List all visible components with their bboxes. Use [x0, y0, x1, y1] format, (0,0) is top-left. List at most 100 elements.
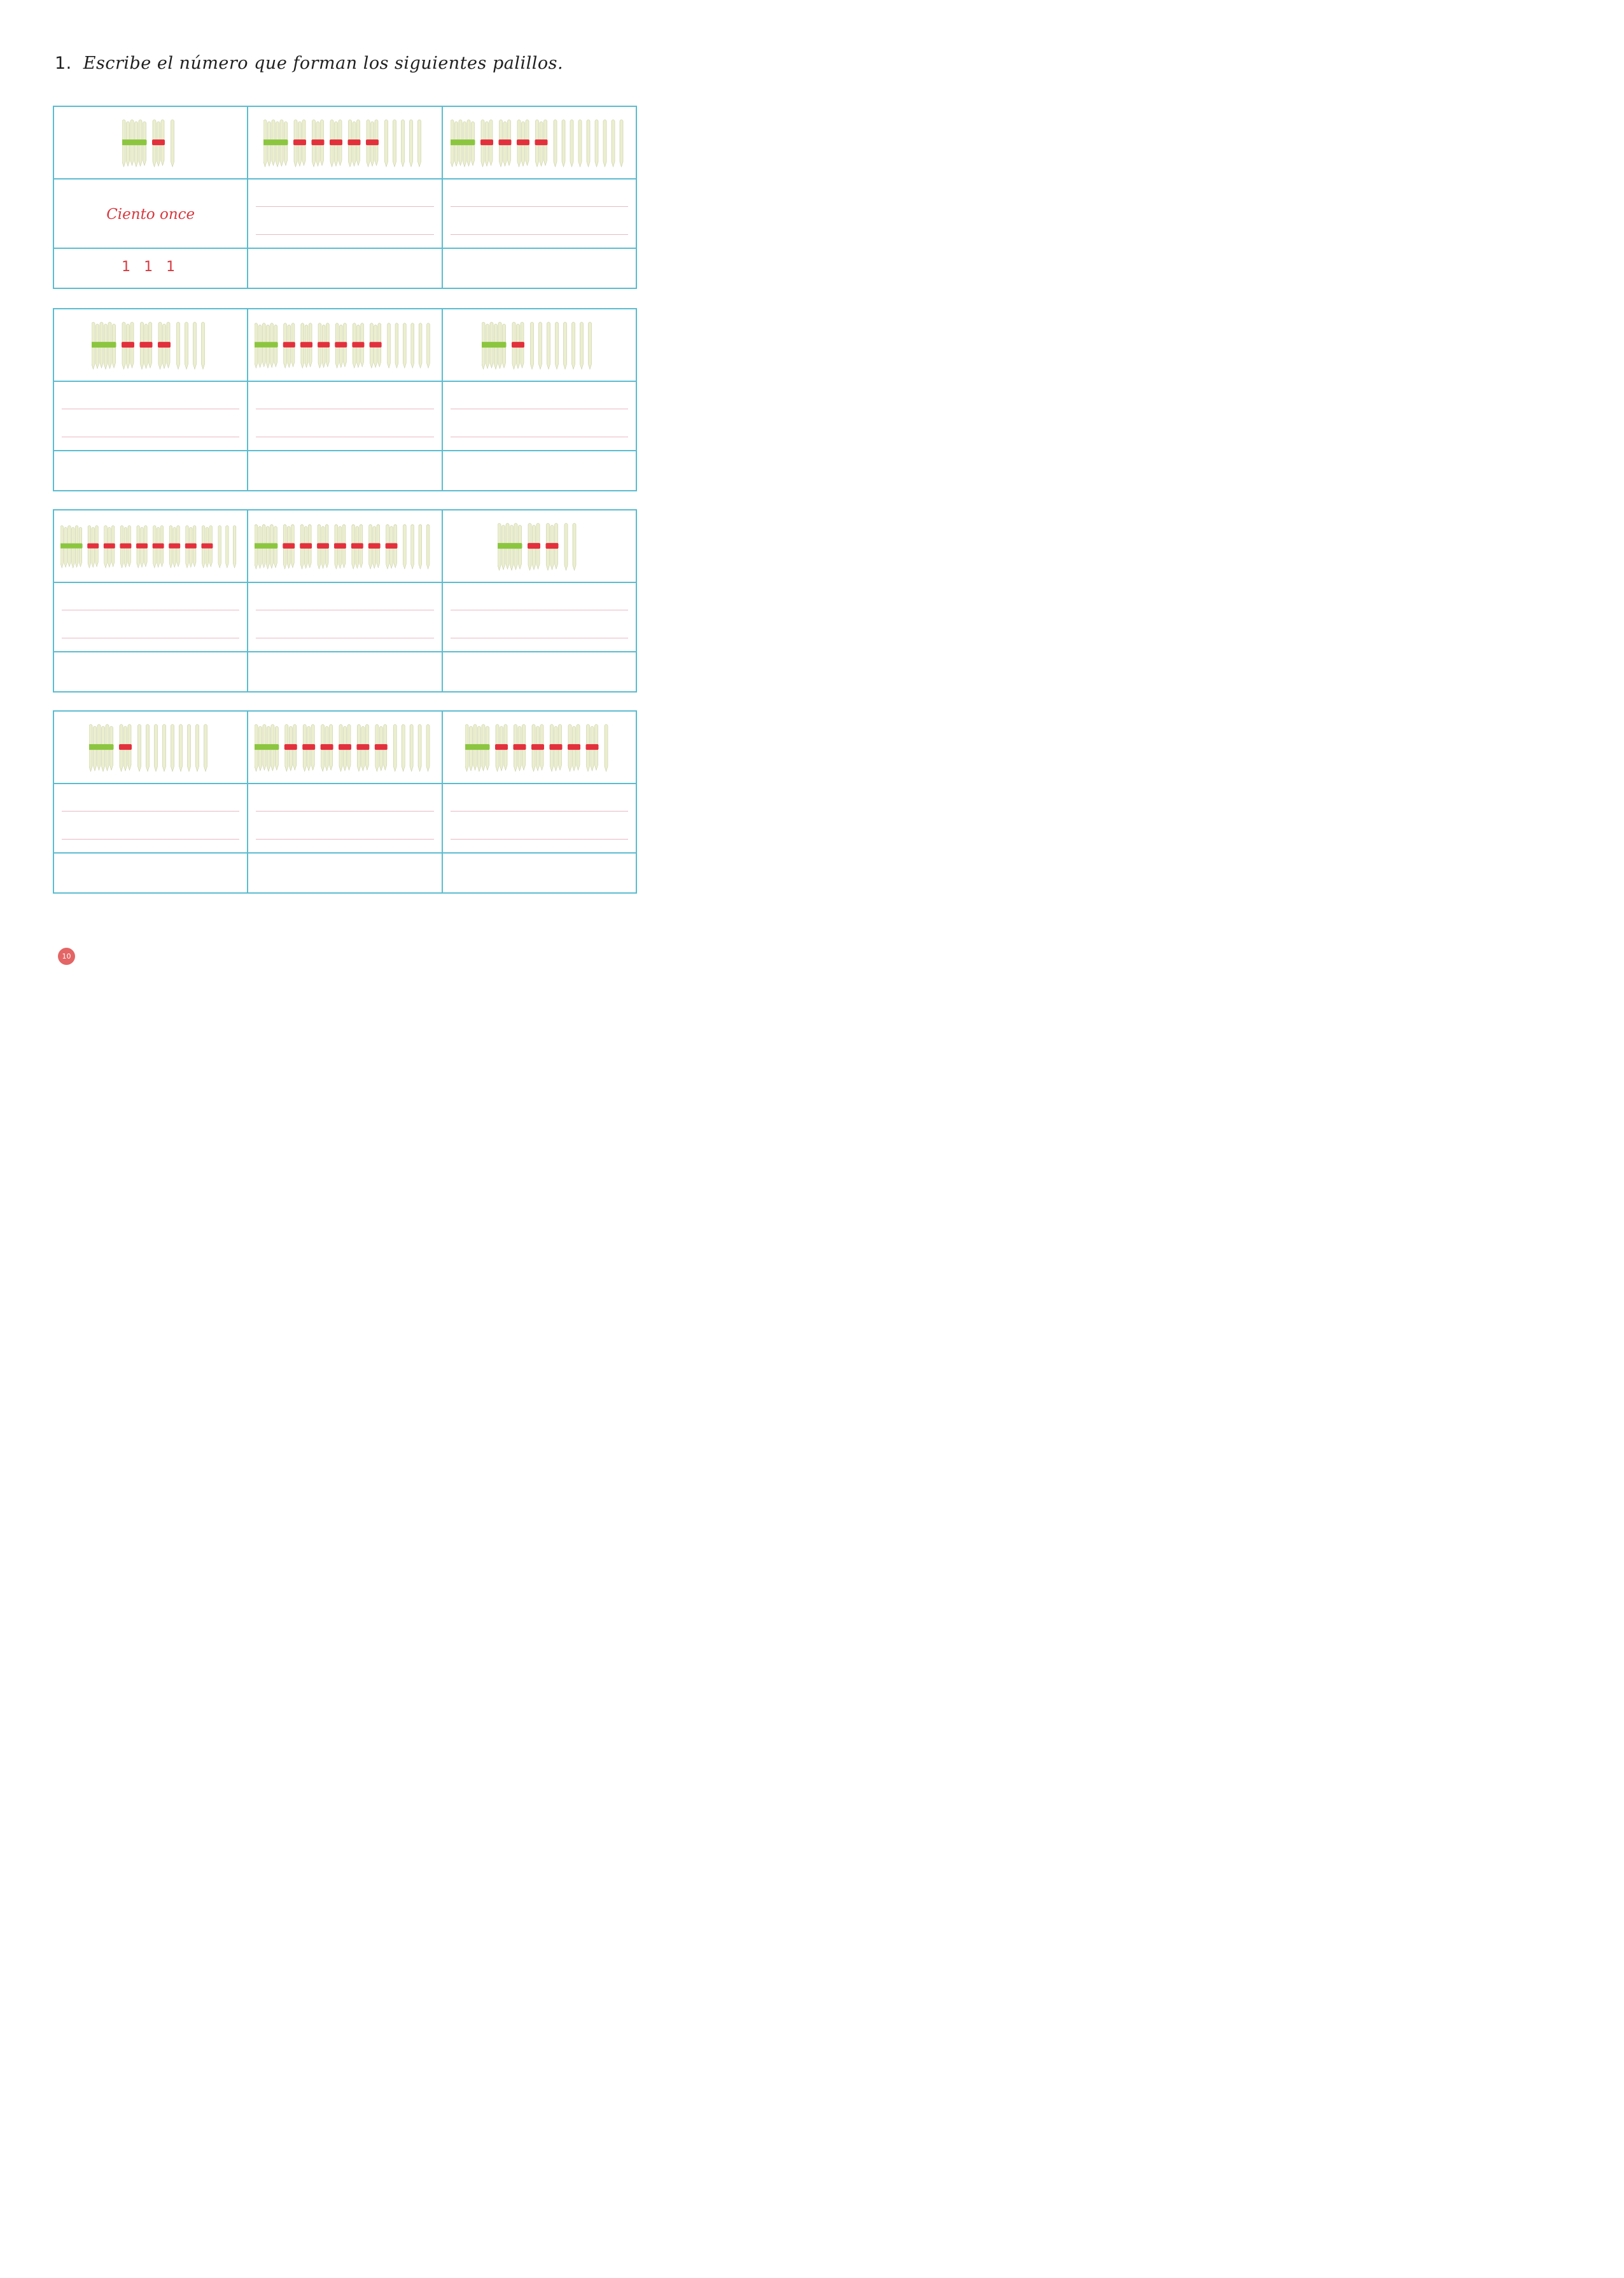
ten-bundle	[545, 523, 559, 572]
word-answer-row	[54, 582, 636, 651]
number-answer-cell[interactable]	[247, 451, 441, 490]
word-answer-cell[interactable]	[54, 784, 247, 852]
single-stick	[162, 724, 166, 773]
single-stick	[586, 119, 591, 168]
number-answer-cell[interactable]	[54, 451, 247, 490]
example-word-answer: Ciento once	[106, 206, 195, 223]
ten-bundle	[549, 724, 563, 773]
ten-bundle	[152, 525, 164, 569]
exercise-block-3	[53, 509, 637, 693]
word-answer-cell[interactable]	[441, 784, 636, 852]
single-stick	[145, 724, 150, 773]
number-answer-cell[interactable]	[441, 854, 636, 892]
writing-line	[256, 234, 434, 235]
single-stick	[410, 524, 415, 570]
number-answer-row	[54, 450, 636, 490]
single-stick	[419, 323, 423, 369]
sticks-cell	[441, 712, 636, 783]
single-stick	[200, 321, 205, 370]
word-answer-cell[interactable]	[54, 382, 247, 450]
ten-bundle	[511, 321, 524, 370]
single-stick	[384, 119, 388, 168]
hundred-bundle	[481, 321, 507, 370]
single-stick	[603, 119, 607, 168]
ten-bundle	[480, 119, 493, 168]
ten-bundle	[531, 724, 545, 773]
stick-bundles	[255, 724, 430, 772]
ten-bundle	[365, 119, 379, 168]
page-number-badge: 10	[58, 948, 75, 965]
word-answer-cell[interactable]	[54, 583, 247, 651]
single-stick	[170, 724, 174, 773]
hundred-bundle	[60, 525, 83, 569]
ten-bundle	[370, 323, 382, 369]
single-stick	[418, 724, 422, 772]
ten-bundle	[300, 323, 313, 369]
single-stick	[401, 119, 405, 168]
single-stick	[410, 724, 414, 772]
ten-bundle	[339, 724, 352, 772]
word-answer-cell[interactable]	[247, 784, 441, 852]
sticks-row	[54, 107, 636, 178]
sticks-cell	[54, 712, 247, 783]
number-answer-cell[interactable]	[441, 652, 636, 691]
ten-bundle	[351, 524, 364, 570]
single-stick	[393, 119, 396, 168]
writing-line	[256, 811, 434, 812]
word-answer-cell[interactable]	[441, 583, 636, 651]
word-answer-cell[interactable]	[441, 179, 636, 248]
single-stick	[580, 321, 584, 370]
sticks-cell	[247, 712, 441, 783]
single-stick	[203, 724, 207, 773]
sticks-row	[54, 510, 636, 582]
single-stick	[605, 724, 608, 773]
number-answer-row: 1 1 1	[54, 248, 636, 288]
ten-bundle	[185, 525, 197, 569]
ten-bundle	[201, 525, 213, 569]
number-answer-cell[interactable]	[441, 249, 636, 288]
number-answer-cell[interactable]	[247, 652, 441, 691]
word-answer-cell[interactable]	[247, 382, 441, 450]
sticks-cell	[54, 309, 247, 381]
writing-line	[450, 811, 628, 812]
word-answer-cell[interactable]	[247, 179, 441, 248]
single-stick	[387, 323, 391, 369]
ten-bundle	[317, 524, 330, 570]
number-answer-cell[interactable]	[54, 652, 247, 691]
ten-bundle	[136, 525, 148, 569]
exercise-instruction: Escribe el número que forman los siguien…	[83, 53, 564, 73]
hundred-bundle	[450, 119, 475, 168]
single-stick	[588, 321, 592, 370]
number-answer-cell[interactable]	[247, 854, 441, 892]
single-stick	[218, 525, 221, 569]
ten-bundle	[300, 524, 312, 570]
hundred-bundle	[91, 321, 116, 370]
stick-bundles	[497, 523, 577, 572]
sticks-cell	[441, 510, 636, 582]
ten-bundle	[139, 321, 153, 370]
ten-bundle	[386, 524, 398, 570]
single-stick	[619, 119, 624, 168]
number-answer-cell[interactable]	[247, 249, 441, 288]
ten-bundle	[329, 119, 342, 168]
number-answer-cell[interactable]	[54, 854, 247, 892]
sticks-row	[54, 712, 636, 783]
number-answer-cell[interactable]	[441, 451, 636, 490]
single-stick	[409, 119, 413, 168]
stick-bundles	[450, 119, 624, 168]
word-answer-cell[interactable]	[247, 583, 441, 651]
single-stick	[538, 321, 542, 370]
word-answer-cell[interactable]	[441, 382, 636, 450]
ten-bundle	[293, 119, 306, 168]
single-stick	[553, 119, 557, 168]
exercise-block-4	[53, 710, 637, 894]
ten-bundle	[120, 525, 132, 569]
ten-bundle	[302, 724, 316, 772]
word-answer-row: Ciento once	[54, 178, 636, 248]
single-stick	[153, 724, 158, 773]
writing-line	[450, 206, 628, 207]
ten-bundle	[169, 525, 181, 569]
hundred-bundle	[255, 323, 279, 369]
hundred-bundle	[255, 524, 278, 570]
sticks-row	[54, 309, 636, 381]
